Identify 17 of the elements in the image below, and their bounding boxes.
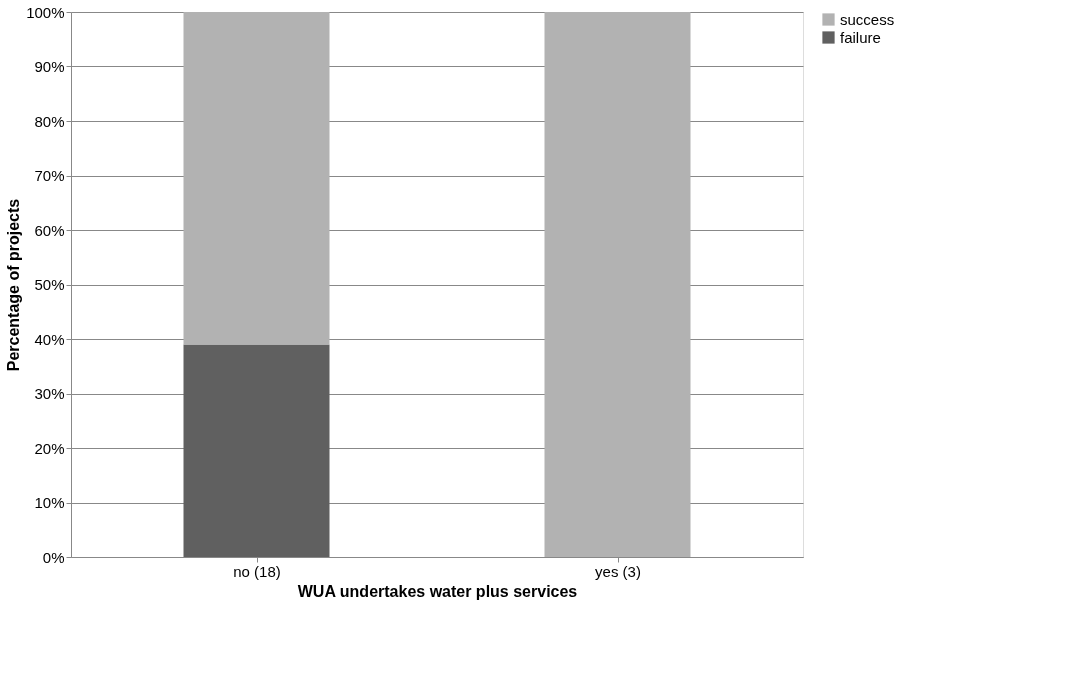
y-tick-label: 80%	[34, 112, 65, 130]
x-axis-title: WUA undertakes water plus services	[297, 582, 578, 600]
x-tick-label: no (18)	[233, 562, 281, 580]
legend-label: success	[840, 10, 895, 28]
y-tick-label: 30%	[34, 385, 65, 402]
y-tick-label: 100%	[26, 3, 65, 21]
y-tick-label: 0%	[42, 548, 65, 566]
y-tick-label: 10%	[34, 494, 65, 511]
y-tick-label: 40%	[34, 330, 65, 348]
y-axis-title: Percentage of projects	[5, 198, 23, 372]
y-tick-label: 90%	[34, 58, 65, 75]
y-tick-label: 70%	[34, 167, 65, 184]
legend-label: failure	[840, 28, 881, 46]
y-tick-label: 50%	[34, 276, 65, 293]
y-tick-label: 20%	[34, 439, 65, 457]
y-tick-label: 60%	[34, 221, 65, 239]
x-tick-label: yes (3)	[595, 562, 641, 580]
